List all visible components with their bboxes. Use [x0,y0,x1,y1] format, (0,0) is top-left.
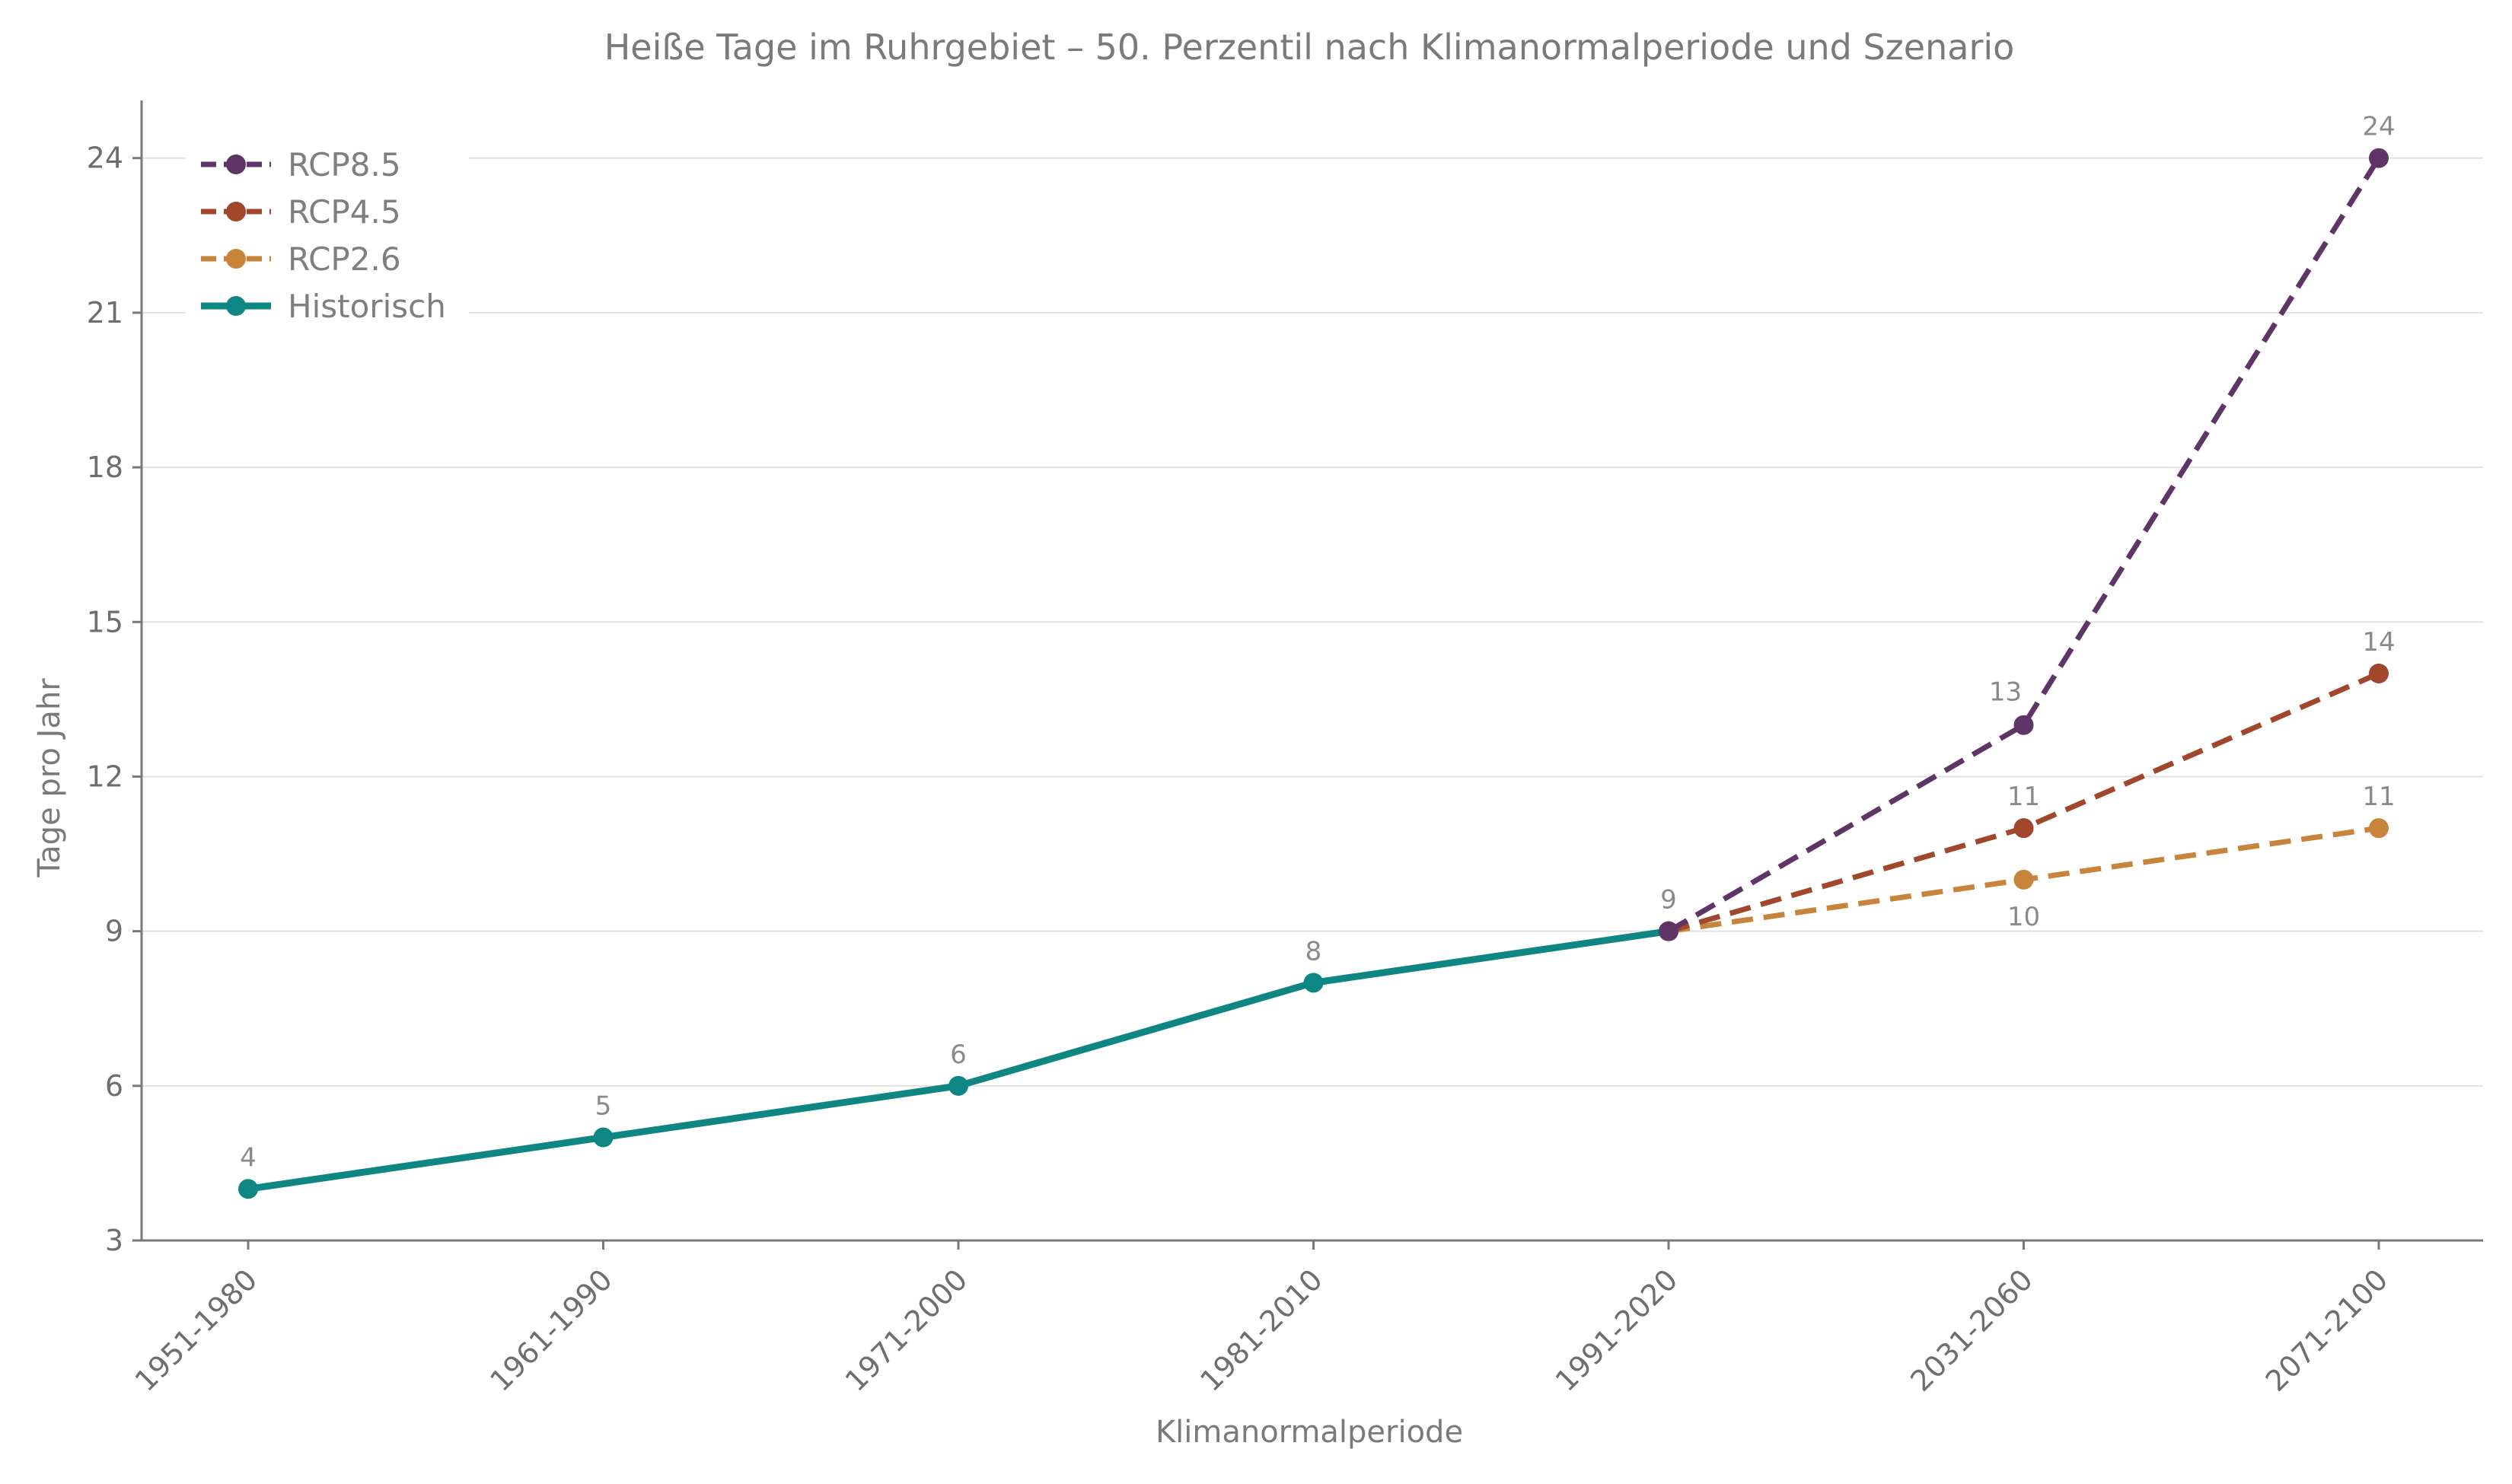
point-historisch-1971-2000 [948,1075,968,1096]
point-historisch-1961-1990 [593,1127,614,1148]
data-label-rcp85-2071-2100: 24 [2362,112,2395,142]
legend: RCP8.5 RCP4.5 RCP2.6 Historisch [186,135,469,332]
data-label-rcp85-1991-2020: 9 [1660,885,1677,916]
y-tick-label-9: 9 [105,915,123,948]
legend-marker-rcp26 [226,249,246,269]
data-label-historisch-1951-1980: 4 [240,1142,257,1173]
chart-title: Heiße Tage im Ruhrgebiet – 50. Perzentil… [604,27,2015,68]
point-rcp85-1991-2020 [1659,921,1678,941]
data-label-rcp85-2031-2060: 13 [1989,677,2022,708]
point-rcp26-2031-2060 [2013,869,2034,890]
point-rcp45-2031-2060 [2013,818,2034,839]
x-axis-title: Klimanormalperiode [1156,1415,1463,1450]
data-label-rcp45-2031-2060: 11 [2007,782,2040,812]
y-tick-label-6: 6 [105,1069,123,1103]
x-tick-label-2071-2100: 2071-2100 [2259,1263,2395,1398]
y-tick-label-21: 21 [87,296,123,330]
point-rcp85-2071-2100 [2369,148,2389,168]
x-tick-label-1961-1990: 1961-1990 [483,1263,619,1398]
series-line-rcp85 [1667,156,2381,934]
point-historisch-1981-2010 [1303,973,1324,993]
data-label-rcp26-2071-2100: 11 [2362,782,2395,812]
point-rcp45-2071-2100 [2369,664,2389,683]
series-layer [238,148,2389,1199]
legend-label-rcp26: RCP2.6 [288,240,401,278]
legend-label-rcp85: RCP8.5 [288,146,401,183]
data-labels: 9 13 24 11 14 10 11 4 5 6 8 [240,112,2395,1174]
legend-marker-historisch [226,296,246,316]
data-label-rcp26-2031-2060: 10 [2007,902,2040,932]
point-historisch-1951-1980 [238,1179,258,1199]
data-label-historisch-1981-2010: 8 [1305,936,1322,967]
x-tick-label-1971-2000: 1971-2000 [839,1263,974,1398]
x-tick-label-1981-2010: 1981-2010 [1194,1263,1329,1398]
gridlines [142,157,2483,1087]
legend-label-rcp45: RCP4.5 [288,193,401,231]
y-tick-label-18: 18 [87,451,123,484]
y-tick-label-3: 3 [105,1224,123,1257]
y-axis-title: Tage pro Jahr [32,678,67,878]
x-tick-label-1991-2020: 1991-2020 [1549,1263,1685,1398]
point-rcp85-2031-2060 [2013,715,2034,735]
x-tick-label-1951-1980: 1951-1980 [129,1263,264,1398]
x-tick-label-2031-2060: 2031-2060 [1904,1263,2039,1398]
data-label-historisch-1971-2000: 6 [950,1040,967,1070]
y-tick-label-12: 12 [87,760,123,793]
legend-label-historisch: Historisch [288,288,446,325]
data-label-historisch-1961-1990: 5 [595,1091,612,1122]
data-label-rcp45-2071-2100: 14 [2362,627,2395,658]
y-tick-label-15: 15 [87,605,123,639]
legend-marker-rcp45 [226,202,246,221]
y-tick-label-24: 24 [87,142,123,175]
point-rcp26-2071-2100 [2369,818,2389,839]
legend-marker-rcp85 [226,154,246,174]
